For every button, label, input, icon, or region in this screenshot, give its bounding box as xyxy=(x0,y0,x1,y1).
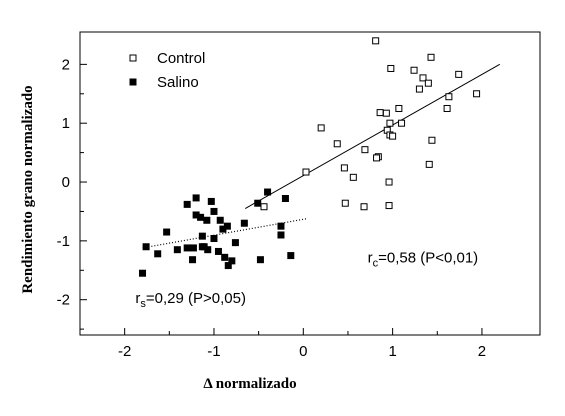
data-point-control xyxy=(360,203,368,211)
legend: Control Salino xyxy=(129,50,205,91)
data-point-salino xyxy=(264,188,272,196)
data-point-control xyxy=(387,64,395,72)
data-point-control xyxy=(445,93,453,101)
data-point-control xyxy=(428,136,436,144)
data-point-salino xyxy=(254,199,262,207)
data-point-salino xyxy=(204,246,212,254)
data-point-salino xyxy=(197,213,205,221)
data-point-control xyxy=(386,119,394,127)
y-tick-label: 1 xyxy=(62,115,70,132)
data-point-control xyxy=(260,203,268,211)
data-point-control xyxy=(372,37,380,45)
y-tick-label: 0 xyxy=(62,174,70,191)
data-point-control xyxy=(395,104,403,112)
x-tick-label: 1 xyxy=(388,343,396,360)
data-point-salino xyxy=(183,244,191,252)
x-tick-label: -2 xyxy=(118,343,131,360)
data-point-control xyxy=(443,104,451,112)
fit-line-control xyxy=(244,63,501,209)
data-point-control xyxy=(398,119,406,127)
data-point-salino xyxy=(281,195,289,203)
data-point-control xyxy=(373,154,381,162)
legend-swatch-control xyxy=(129,54,137,62)
data-point-salino xyxy=(240,219,248,227)
y-axis-title: Rendimiento grano normalizado xyxy=(20,85,36,293)
data-point-control xyxy=(382,109,390,117)
data-point-control xyxy=(349,173,357,181)
data-point-control xyxy=(425,160,433,168)
legend-label-salino: Salino xyxy=(157,74,199,91)
axes: -2 -1 0 1 2 -2 -1 0 1 2 xyxy=(57,31,541,360)
data-point-control xyxy=(333,140,341,148)
data-point-salino xyxy=(189,256,197,264)
data-point-salino xyxy=(207,197,215,205)
x-tick-label: 0 xyxy=(299,343,307,360)
data-point-control xyxy=(389,132,397,140)
data-point-control xyxy=(302,168,310,176)
x-tick-label: -1 xyxy=(207,343,220,360)
data-point-salino xyxy=(214,247,222,255)
data-point-control xyxy=(341,199,349,207)
legend-swatch-salino xyxy=(129,78,137,86)
data-point-salino xyxy=(224,262,232,270)
data-point-salino xyxy=(154,250,162,258)
data-point-salino xyxy=(142,243,150,251)
data-point-control xyxy=(424,79,432,87)
data-point-salino xyxy=(210,207,218,215)
y-tick-label: -2 xyxy=(57,292,70,309)
data-point-control xyxy=(317,124,325,132)
data-point-control xyxy=(385,178,393,186)
correlation-annotation-s: rs=0,29 (P>0,05) xyxy=(135,290,246,310)
data-point-salino xyxy=(198,232,206,240)
data-point-salino xyxy=(173,246,181,254)
data-point-salino xyxy=(256,256,264,264)
data-point-salino xyxy=(216,216,224,224)
data-points xyxy=(139,37,481,277)
correlation-annotation-c: rc=0,58 (P<0,01) xyxy=(368,250,479,270)
legend-label-control: Control xyxy=(157,50,205,67)
fit-line-salino xyxy=(142,217,308,249)
data-point-salino xyxy=(231,239,239,247)
data-point-control xyxy=(376,109,384,117)
data-point-salino xyxy=(139,269,147,277)
data-point-salino xyxy=(210,235,218,243)
y-tick-label: 2 xyxy=(62,56,70,73)
data-point-salino xyxy=(192,194,200,202)
regression-lines xyxy=(142,63,501,249)
annotations: rc=0,58 (P<0,01) rs=0,29 (P>0,05) xyxy=(135,250,478,311)
plot-frame xyxy=(79,31,541,336)
data-point-salino xyxy=(221,253,229,261)
x-tick-label: 2 xyxy=(478,343,486,360)
data-point-control xyxy=(385,202,393,210)
data-point-control xyxy=(415,85,423,93)
data-point-salino xyxy=(228,257,236,265)
y-tick-label: -1 xyxy=(57,233,70,250)
data-point-control xyxy=(340,164,348,172)
data-point-control xyxy=(473,90,481,98)
data-point-salino xyxy=(163,228,171,236)
data-point-salino xyxy=(277,222,285,230)
data-point-salino xyxy=(203,216,211,224)
data-point-salino xyxy=(183,200,191,208)
data-point-control xyxy=(455,70,463,78)
data-point-salino xyxy=(277,231,285,239)
data-point-control xyxy=(427,53,435,61)
data-point-salino xyxy=(189,244,197,252)
data-point-control xyxy=(361,146,369,154)
data-point-salino xyxy=(223,222,231,230)
data-point-control xyxy=(410,66,418,74)
x-axis-title: Δ normalizado xyxy=(203,376,296,392)
data-point-control xyxy=(419,74,427,82)
data-point-salino xyxy=(287,252,295,260)
